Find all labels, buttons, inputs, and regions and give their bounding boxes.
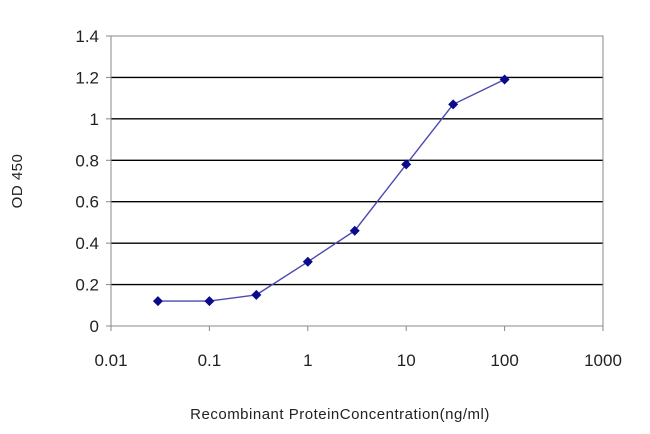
x-tick-label: 0.1 <box>198 351 222 370</box>
y-tick-label: 0.8 <box>75 151 99 170</box>
data-point <box>401 159 412 170</box>
x-tick-label: 1 <box>303 351 312 370</box>
data-point <box>251 289 262 300</box>
x-tick-label: 100 <box>490 351 518 370</box>
data-point <box>204 296 215 307</box>
y-tick-label: 0.4 <box>75 234 99 253</box>
x-tick-label: 0.01 <box>94 351 127 370</box>
data-point <box>152 296 163 307</box>
data-points <box>152 74 510 307</box>
data-point <box>349 225 360 236</box>
y-tick-label: 0.6 <box>75 193 99 212</box>
y-tick-label: 1.2 <box>75 68 99 87</box>
y-axis-title: OD 450 <box>9 154 26 209</box>
gridlines <box>111 76 603 286</box>
series-line <box>157 78 505 302</box>
plot-area-frame <box>110 35 604 327</box>
y-tick-label: 1.4 <box>75 27 99 46</box>
y-tick-label: 1 <box>90 110 99 129</box>
x-tick-label: 10 <box>397 351 416 370</box>
data-point <box>448 99 459 110</box>
x-axis-title: Recombinant ProteinConcentration(ng/ml) <box>190 406 490 423</box>
x-tick-label: 1000 <box>584 351 622 370</box>
data-point <box>302 256 313 267</box>
y-tick-label: 0 <box>90 317 99 336</box>
y-tick-label: 0.2 <box>75 276 99 295</box>
data-point <box>499 74 510 85</box>
y-axis-ticks: 0 0.2 0.4 0.6 0.8 1 1.2 1.4 <box>75 27 111 336</box>
x-axis-ticks: 0.01 0.1 1 10 100 1000 <box>94 326 622 370</box>
